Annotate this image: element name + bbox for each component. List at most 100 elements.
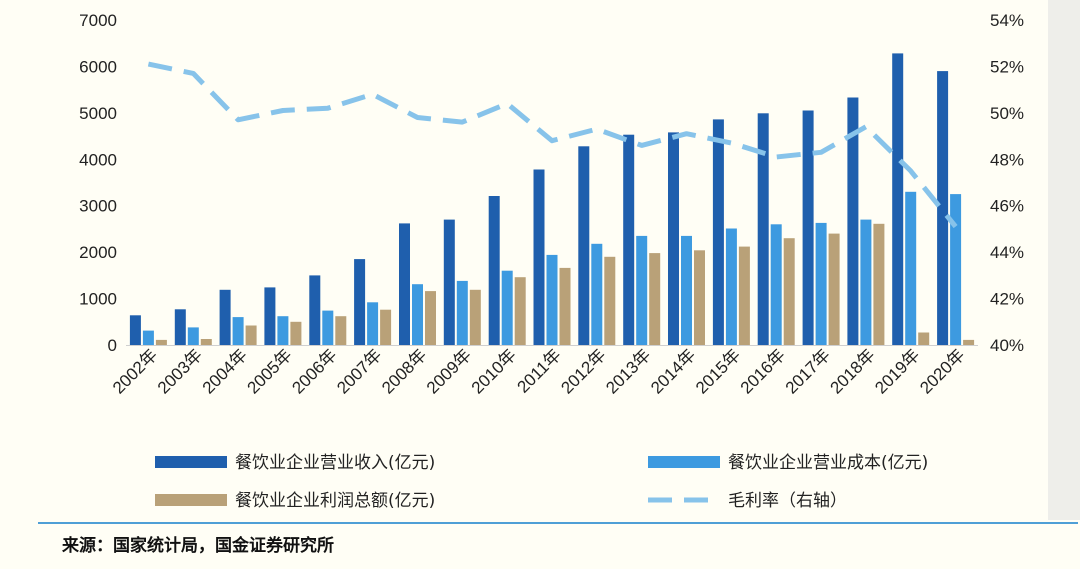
bar-2-2017年 <box>815 222 827 345</box>
y-left-tick-4000: 4000 <box>79 150 117 169</box>
y-right-tick-44%: 44% <box>990 243 1024 262</box>
bar-1-2013年 <box>623 134 635 345</box>
bar-2-2009年 <box>456 280 468 345</box>
bar-3-2007年 <box>380 309 392 345</box>
legend-swatch-1 <box>155 456 227 468</box>
y-right-tick-40%: 40% <box>990 336 1024 355</box>
bar-3-2013年 <box>649 253 661 345</box>
bar-1-2006年 <box>309 275 321 345</box>
y-left-tick-5000: 5000 <box>79 104 117 123</box>
margin-line-layer <box>147 61 958 229</box>
bar-2-2007年 <box>367 302 379 345</box>
bar-1-2017年 <box>802 110 814 345</box>
bar-2-2003年 <box>187 327 199 345</box>
bar-1-2005年 <box>264 287 276 345</box>
legend: 餐饮业企业营业收入(亿元) 餐饮业企业营业成本(亿元) 餐饮业企业利润总额(亿元) 毛… <box>155 453 928 511</box>
bar-1-2012年 <box>578 146 590 345</box>
bar-3-2002年 <box>155 339 167 345</box>
bar-2-2008年 <box>412 284 423 345</box>
x-tick-2011年: 2011年 <box>514 345 565 396</box>
bar-3-2008年 <box>425 291 436 345</box>
x-tick-2007年: 2007年 <box>333 345 385 397</box>
x-tick-2017年: 2017年 <box>782 345 834 397</box>
bar-3-2017年 <box>828 233 840 345</box>
y-left-tick-6000: 6000 <box>79 57 117 76</box>
y-right-tick-48%: 48% <box>990 150 1024 169</box>
bar-3-2012年 <box>604 256 616 345</box>
bar-2-2005年 <box>277 316 289 345</box>
x-tick-2003年: 2003年 <box>154 345 206 397</box>
bar-2-2002年 <box>142 330 154 345</box>
bar-3-2020年 <box>963 339 975 345</box>
x-tick-2005年: 2005年 <box>244 345 296 397</box>
bar-3-2003年 <box>200 339 212 345</box>
x-tick-2006年: 2006年 <box>288 345 340 397</box>
bar-1-2011年 <box>533 169 545 345</box>
y-right-tick-54%: 54% <box>990 11 1024 30</box>
bar-2-2016年 <box>770 224 782 345</box>
legend-label-4: 毛利率（右轴） <box>728 491 847 511</box>
page-edge <box>1048 0 1080 520</box>
bar-1-2002年 <box>129 315 141 345</box>
source-note: 来源：国家统计局，国金证券研究所 <box>62 536 334 556</box>
bar-1-2004年 <box>219 289 231 346</box>
chart-svg: 0 1000 2000 3000 4000 5000 6000 7000 40% 42% 44% 46… <box>79 11 1024 511</box>
bar-3-2011年 <box>559 267 571 345</box>
bar-2-2015年 <box>725 228 737 345</box>
x-tick-2012年: 2012年 <box>557 345 609 397</box>
bar-2-2010年 <box>501 270 513 345</box>
bar-3-2016年 <box>783 238 795 345</box>
legend-label-1: 餐饮业企业营业收入(亿元) <box>235 453 435 473</box>
x-tick-2014年: 2014年 <box>647 345 699 397</box>
bar-1-2007年 <box>354 259 366 345</box>
bar-3-2018年 <box>873 223 885 345</box>
y-left-tick-7000: 7000 <box>79 11 117 30</box>
bar-3-2005年 <box>290 321 302 345</box>
source-divider <box>38 522 1078 524</box>
x-tick-2013年: 2013年 <box>602 345 654 397</box>
bar-3-2019年 <box>918 332 930 345</box>
bar-3-2006年 <box>335 316 347 345</box>
bar-1-2008年 <box>399 223 410 345</box>
bar-1-2015年 <box>712 119 724 346</box>
bar-3-2015年 <box>738 246 750 345</box>
bar-2-2011年 <box>546 254 558 345</box>
bar-2-2014年 <box>681 235 692 345</box>
bars-layer <box>129 53 975 346</box>
y-left-tick-3000: 3000 <box>79 197 117 216</box>
bar-1-2018年 <box>847 97 859 345</box>
legend-label-2: 餐饮业企业营业成本(亿元) <box>728 453 928 473</box>
bar-2-2019年 <box>905 191 917 345</box>
y-right-tick-52%: 52% <box>990 57 1024 76</box>
legend-swatch-3 <box>155 494 227 506</box>
y-left-tick-2000: 2000 <box>79 243 117 262</box>
bar-2-2020年 <box>950 194 962 345</box>
bar-1-2014年 <box>668 132 679 345</box>
bar-2-2012年 <box>591 243 603 345</box>
x-tick-2009年: 2009年 <box>423 345 475 397</box>
bar-2-2006年 <box>322 310 334 345</box>
bar-1-2020年 <box>937 71 949 345</box>
bar-2-2004年 <box>232 317 244 345</box>
bar-3-2014年 <box>694 250 705 345</box>
y-right-tick-42%: 42% <box>990 290 1024 309</box>
y-left-tick-1000: 1000 <box>79 290 117 309</box>
legend-label-3: 餐饮业企业利润总额(亿元) <box>235 491 435 511</box>
y-right-tick-46%: 46% <box>990 197 1024 216</box>
y-right-tick-50%: 50% <box>990 104 1024 123</box>
bar-1-2016年 <box>757 113 769 345</box>
x-tick-2010年: 2010年 <box>468 345 520 397</box>
bar-3-2004年 <box>245 325 257 345</box>
bar-2-2013年 <box>636 235 648 345</box>
bar-2-2018年 <box>860 219 872 345</box>
x-tick-2008年: 2008年 <box>378 345 430 397</box>
legend-swatch-2 <box>648 456 720 468</box>
x-tick-2004年: 2004年 <box>199 345 251 397</box>
x-tick-2019年: 2019年 <box>871 345 923 397</box>
bar-3-2009年 <box>469 289 481 346</box>
x-tick-2016年: 2016年 <box>737 345 789 397</box>
bar-3-2010年 <box>514 277 526 345</box>
bar-1-2019年 <box>892 53 904 346</box>
x-tick-2020年: 2020年 <box>916 345 968 397</box>
